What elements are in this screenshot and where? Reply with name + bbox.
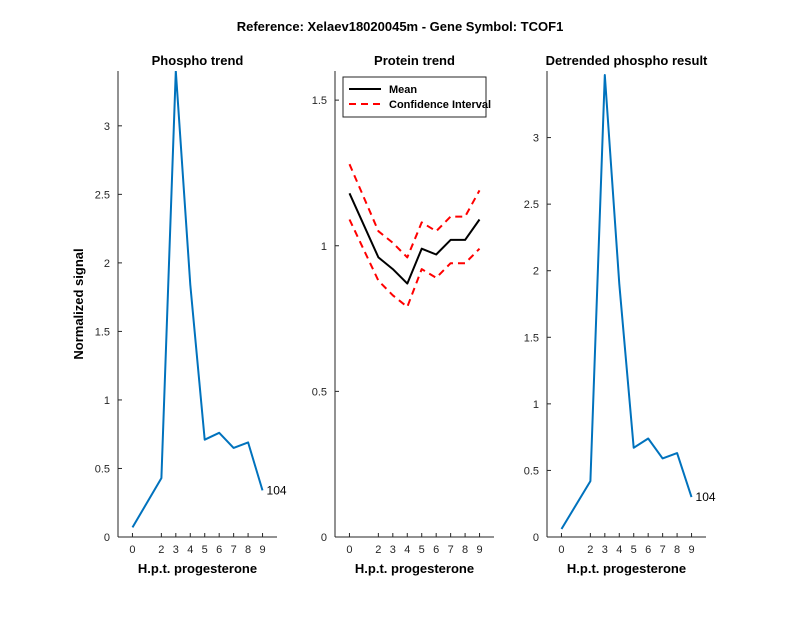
phospho-ytick-label: 0 (104, 532, 110, 544)
detrended-ytick-label: 0 (533, 532, 539, 544)
phospho-xtick-label: 5 (202, 544, 208, 556)
protein-xtick-label: 6 (433, 544, 439, 556)
phospho-ytick-label: 1.5 (95, 326, 110, 338)
phospho-xtick-label: 8 (245, 544, 251, 556)
protein-ytick-label: 1.5 (312, 95, 327, 107)
protein-xtick-label: 3 (390, 544, 396, 556)
phospho-xtick-label: 7 (231, 544, 237, 556)
detrended-ytick-label: 0.5 (524, 465, 539, 477)
phospho-xtick-label: 9 (259, 544, 265, 556)
detrended-xtick-label: 7 (660, 544, 666, 556)
detrended-xtick-label: 9 (688, 544, 694, 556)
protein-xtick-label: 9 (476, 544, 482, 556)
phospho-ylabel: Normalized signal (71, 248, 86, 359)
protein-xtick-label: 8 (462, 544, 468, 556)
detrended-ytick-label: 2 (533, 266, 539, 278)
protein-xtick-label: 4 (404, 544, 410, 556)
phospho-xtick-label: 2 (158, 544, 164, 556)
phospho-ytick-label: 2 (104, 258, 110, 270)
protein-title: Protein trend (374, 53, 455, 68)
detrended-xlabel: H.p.t. progesterone (567, 561, 686, 576)
phospho-series-phospho (131, 71, 264, 528)
detrended-xtick-label: 0 (558, 544, 564, 556)
legend-box (342, 76, 487, 118)
detrended-xtick-label: 3 (602, 544, 608, 556)
detrended-annotation: 104 (696, 490, 716, 504)
protein-xtick-label: 0 (346, 544, 352, 556)
detrended-xtick-label: 2 (587, 544, 593, 556)
protein-ytick-label: 0 (321, 532, 327, 544)
detrended-series-detrended (560, 74, 693, 530)
detrended-ytick-label: 1.5 (524, 332, 539, 344)
detrended-xtick-label: 4 (616, 544, 622, 556)
protein-legend: Mean Confidence Interval (342, 76, 491, 118)
phospho-title: Phospho trend (152, 53, 244, 68)
phospho-xtick-label: 3 (173, 544, 179, 556)
phospho-ytick-label: 1 (104, 395, 110, 407)
detrended-ytick-label: 2.5 (524, 199, 539, 211)
figure-title: Reference: Xelaev18020045m - Gene Symbol… (237, 19, 564, 34)
detrended-title: Detrended phospho result (546, 53, 708, 68)
legend-label-confidence-interval: Confidence Interval (389, 99, 491, 111)
phospho-xtick-label: 6 (216, 544, 222, 556)
protein-ytick-label: 1 (321, 241, 327, 253)
protein-xlabel: H.p.t. progesterone (355, 561, 474, 576)
protein-ytick-label: 0.5 (312, 386, 327, 398)
protein-xtick-label: 7 (448, 544, 454, 556)
protein-xtick-label: 5 (419, 544, 425, 556)
phospho-ytick-label: 3 (104, 121, 110, 133)
phospho-xtick-label: 0 (129, 544, 135, 556)
panel-protein: 0 0.5 1 1.5 0 2 3 4 5 6 7 8 9 Protein trend H.p.t. pro… (312, 53, 494, 576)
phospho-ytick-label: 2.5 (95, 189, 110, 201)
phospho-xtick-label: 4 (187, 544, 193, 556)
phospho-xlabel: H.p.t. progesterone (138, 561, 257, 576)
protein-series-mean (348, 192, 481, 285)
detrended-xtick-label: 8 (674, 544, 680, 556)
detrended-xtick-label: 5 (631, 544, 637, 556)
legend-label-mean: Mean (389, 84, 417, 96)
protein-series-confidence-interval-lower (348, 219, 481, 308)
protein-series-confidence-interval (348, 163, 481, 259)
phospho-ytick-label: 0.5 (95, 463, 110, 475)
detrended-xtick-label: 6 (645, 544, 651, 556)
protein-xtick-label: 2 (375, 544, 381, 556)
detrended-ytick-label: 3 (533, 133, 539, 145)
detrended-ytick-label: 1 (533, 399, 539, 411)
phospho-annotation: 104 (267, 483, 287, 497)
